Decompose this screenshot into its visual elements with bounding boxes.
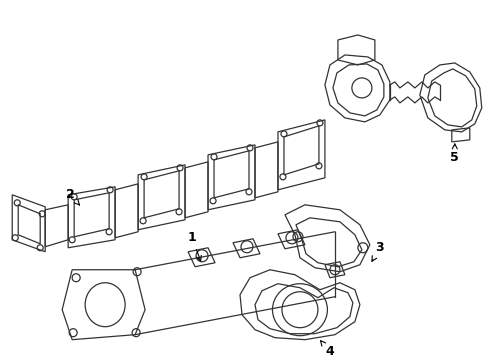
Text: 1: 1 [188,231,201,261]
Text: 4: 4 [320,341,334,358]
Text: 2: 2 [66,188,79,205]
Text: 5: 5 [450,144,459,165]
Text: 3: 3 [372,241,384,261]
